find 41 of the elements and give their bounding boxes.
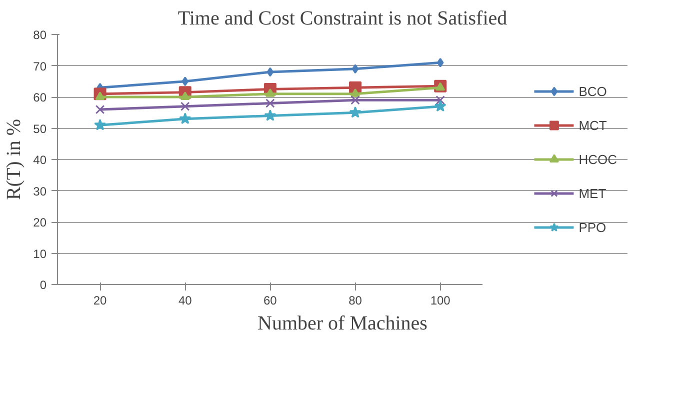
point (352, 64, 359, 74)
point (95, 92, 105, 100)
x-tick-label: 20 (93, 294, 108, 308)
legend-label: PPO (578, 220, 606, 234)
x-tick-label: 100 (430, 294, 451, 308)
chart-title: Time and Cost Constraint is not Satisfied (178, 8, 508, 30)
point (436, 95, 445, 105)
y-tick-label: 80 (33, 28, 47, 42)
y-axis-title: R(T) in % (3, 118, 26, 200)
point (436, 58, 444, 68)
legend-label: MET (578, 186, 606, 200)
point (95, 104, 105, 114)
legend-label: BCO (578, 84, 607, 98)
point (350, 88, 360, 97)
point (182, 76, 189, 86)
y-tick-label: 20 (33, 216, 47, 230)
y-tick-label: 10 (33, 246, 47, 261)
x-tick-label: 80 (348, 294, 362, 308)
y-tick-label: 30 (33, 184, 47, 198)
point (264, 110, 276, 121)
point (349, 106, 362, 118)
legend-label: MCT (578, 118, 607, 132)
point (180, 92, 190, 100)
point (265, 88, 275, 97)
point (436, 82, 446, 91)
point (350, 95, 360, 105)
x-tick-label: 40 (178, 294, 192, 308)
point (266, 98, 275, 108)
y-tick-label: 70 (33, 59, 47, 74)
legend-label: HCOC (578, 152, 617, 166)
point (179, 112, 192, 124)
point (94, 118, 106, 130)
y-tick-label: 60 (33, 90, 47, 104)
y-tick-label: 40 (33, 153, 47, 167)
point (434, 100, 446, 112)
point (266, 67, 274, 77)
x-tick-label: 60 (264, 294, 278, 308)
y-tick-label: 0 (40, 278, 47, 292)
point (180, 102, 190, 112)
x-axis-title: Number of Machines (258, 312, 428, 334)
y-tick-label: 50 (33, 122, 47, 136)
